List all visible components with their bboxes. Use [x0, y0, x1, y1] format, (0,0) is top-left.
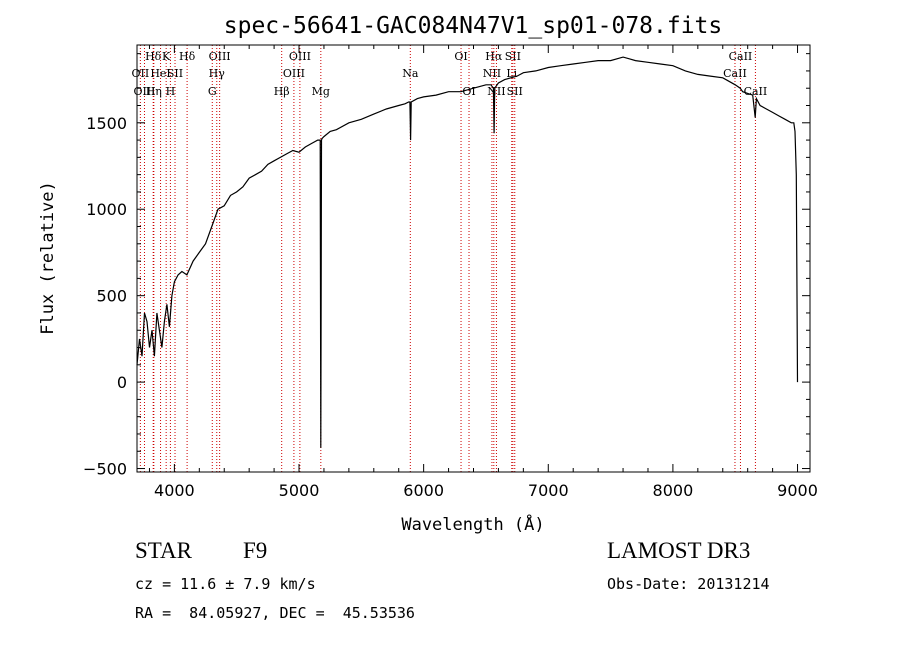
line-marker-label: CaII [729, 50, 753, 63]
y-tick-label: 500 [96, 287, 127, 306]
line-marker-label: OI [454, 50, 467, 63]
line-marker-label: NII [483, 67, 501, 80]
line-marker-label: OII [132, 67, 150, 80]
line-marker-label: Li [506, 67, 517, 80]
y-axis-label: Flux (relative) [38, 181, 58, 335]
x-tick-label: 8000 [653, 481, 694, 500]
y-tick-label: −500 [83, 460, 127, 479]
line-marker-label: Hδ [179, 50, 196, 63]
line-marker-label: SII [507, 85, 523, 98]
redshift-text: cz = 11.6 ± 7.9 km/s [135, 575, 316, 593]
x-tick-label: 9000 [777, 481, 818, 500]
line-marker-label: Hβ [274, 85, 290, 98]
x-tick-label: 5000 [279, 481, 320, 500]
line-marker-label: K [162, 50, 171, 63]
x-tick-label: 4000 [154, 481, 195, 500]
y-tick-label: 0 [117, 373, 127, 392]
x-tick-label: 6000 [403, 481, 444, 500]
line-marker-label: Hδ [145, 50, 162, 63]
chart-title: spec-56641-GAC084N47V1_sp01-078.fits [224, 13, 723, 39]
y-tick-label: 1000 [86, 200, 127, 219]
line-marker-label: OIII [209, 50, 231, 63]
x-tick-label: 7000 [528, 481, 569, 500]
y-tick-label: 1500 [86, 114, 127, 133]
line-marker-label: H [166, 85, 176, 98]
line-marker-label: CaII [744, 85, 768, 98]
line-marker-label: OI [462, 85, 475, 98]
line-marker-label: Na [402, 67, 419, 80]
line-marker-label: SII [505, 50, 521, 63]
plot-frame [136, 44, 811, 473]
line-marker-label: SII [167, 67, 183, 80]
object-class: STAR [135, 538, 192, 563]
line-marker-label: Hα [485, 50, 503, 63]
obs-date-text: Obs-Date: 20131214 [607, 575, 770, 593]
line-marker-label: OIII [289, 50, 311, 63]
object-subclass: F9 [243, 538, 268, 563]
line-marker-label: Hγ [209, 67, 226, 80]
x-axis-label: Wavelength (Å) [401, 513, 544, 535]
coordinates-text: RA = 84.05927, DEC = 45.53536 [135, 604, 415, 622]
line-marker-label: OIII [283, 67, 305, 80]
line-marker-label: G [208, 85, 217, 98]
axis-ticks: 4000 5000 6000 7000 8000 9000 −500 0 500 1000 1500 [83, 45, 818, 500]
spectrum-line [136, 56, 799, 448]
line-marker-label: NII [487, 85, 505, 98]
line-marker-label: HeI [150, 67, 170, 80]
line-marker-label: CaII [723, 67, 747, 80]
series-layer [136, 56, 799, 448]
line-marker-label: Mg [312, 85, 330, 98]
survey-label: LAMOST DR3 [607, 538, 751, 563]
line-marker-label: Hη [146, 85, 162, 98]
